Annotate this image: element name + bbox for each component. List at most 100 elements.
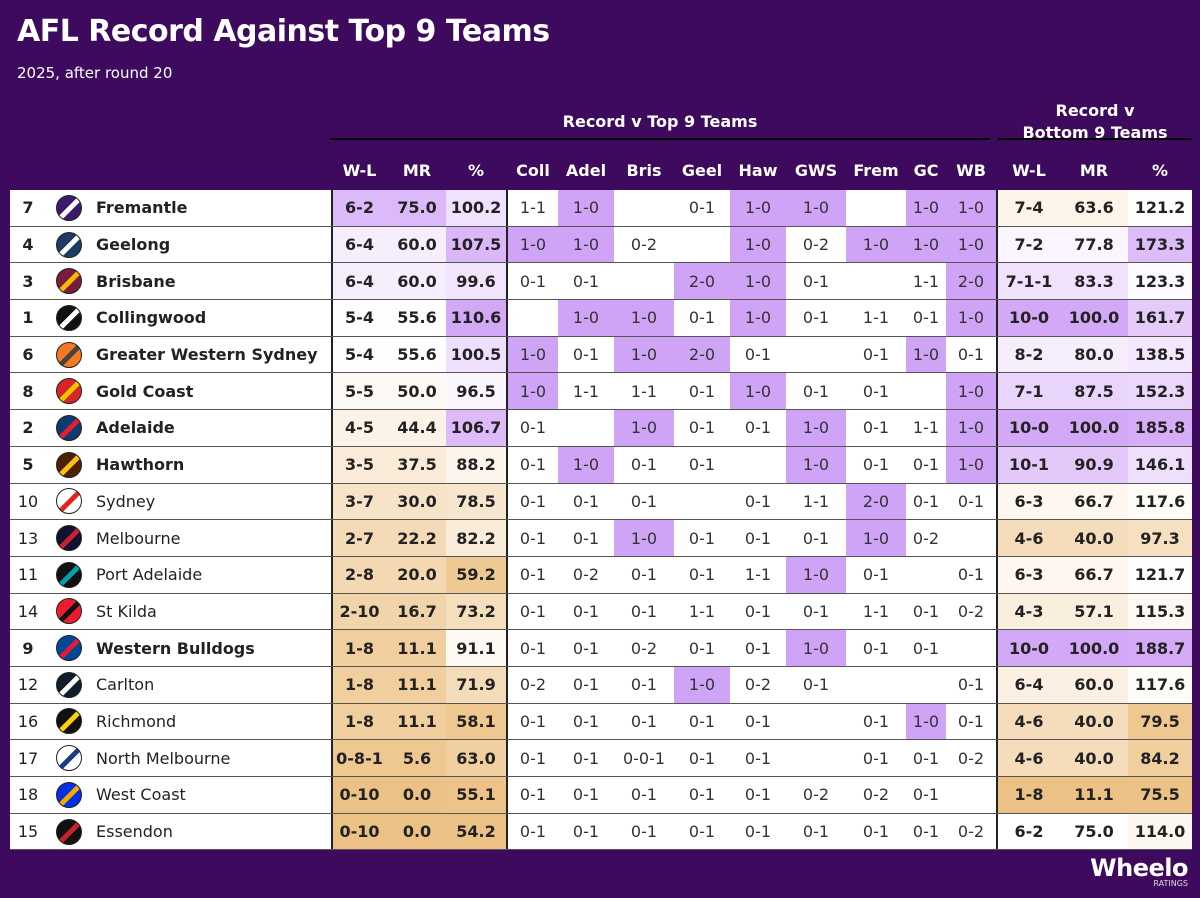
cell-h2h-coll [508,300,558,336]
team-rank: 8 [22,381,34,401]
cell-h2h-haw: 0-1 [730,740,786,776]
team-logo [52,777,86,813]
column-divider [331,593,333,630]
column-header-wl-0: W-L [342,161,377,180]
melbourne-logo [56,525,82,552]
cell-h2h-wb: 1-0 [946,410,996,446]
table-row: 3 Brisbane 6-4 60.0 99.6 0-1 0-1 2-0 1-0 0-1 1-1 2-… [10,263,1192,301]
cell-h2h-wb: 0-2 [946,740,996,776]
cell-mr: 60.0 [388,226,446,263]
cell-mr: 0.0 [388,777,446,813]
column-divider [506,410,508,446]
cell-h2h-gc: 0-1 [906,777,946,813]
cell-pct: 91.1 [446,630,506,666]
cell-bwl: 7-2 [998,226,1060,263]
team-rank: 2 [22,418,34,438]
cell-h2h-coll: 0-1 [508,777,558,813]
cell-h2h-adel: 0-1 [558,630,614,666]
team-rank: 12 [17,675,39,695]
column-divider [331,630,333,666]
cell-h2h-haw: 1-0 [730,300,786,336]
cell-h2h-frem: 0-1 [846,813,906,850]
cell-h2h-wb: 0-1 [946,666,996,703]
cell-h2h-adel: 0-1 [558,740,614,776]
cell-h2h-gws: 0-1 [786,373,846,410]
cell-h2h-gc: 1-0 [906,226,946,263]
hawthorn-logo [56,451,82,478]
cell-h2h-gws: 0-2 [786,777,846,813]
cell-h2h-coll: 0-1 [508,410,558,446]
cell-h2h-geel: 0-1 [674,190,730,226]
column-header-geel-6: Geel [681,161,723,180]
team-logo [52,263,86,299]
cell-bpct: 146.1 [1128,446,1192,483]
column-divider [331,740,333,776]
cell-h2h-bris [614,190,674,226]
team-rank: 11 [17,565,39,585]
team-logo [52,557,86,593]
cell-wl: 6-2 [331,190,388,226]
cell-h2h-frem: 0-1 [846,446,906,483]
cell-mr: 11.1 [388,630,446,666]
column-divider [331,190,333,226]
cell-pct: 63.0 [446,740,506,776]
column-divider [506,556,508,593]
cell-pct: 78.5 [446,483,506,520]
team-rank: 14 [17,601,39,621]
cell-pct: 99.6 [446,263,506,300]
team-rank: 3 [22,271,34,291]
cell-h2h-gc: 0-1 [906,300,946,336]
team-name: Adelaide [96,418,175,438]
column-divider [996,520,998,556]
team-name: Brisbane [96,271,176,291]
cell-h2h-coll: 1-0 [508,336,558,373]
cell-h2h-geel: 0-1 [674,373,730,410]
cell-mr: 37.5 [388,446,446,483]
cell-bwl: 4-6 [998,703,1060,740]
cell-h2h-frem: 1-0 [846,226,906,263]
cell-h2h-haw [730,446,786,483]
cell-h2h-wb: 2-0 [946,263,996,300]
column-divider [331,666,333,703]
cell-h2h-coll: 0-1 [508,630,558,666]
team-name: Melbourne [96,528,181,548]
cell-h2h-geel: 0-1 [674,703,730,740]
cell-h2h-haw: 0-2 [730,666,786,703]
cell-h2h-wb: 1-0 [946,190,996,226]
cell-h2h-gws: 1-0 [786,556,846,593]
cell-h2h-frem: 0-1 [846,703,906,740]
cell-pct: 82.2 [446,520,506,556]
cell-pct: 71.9 [446,666,506,703]
cell-h2h-adel: 0-1 [558,520,614,556]
cell-h2h-gc: 0-1 [906,630,946,666]
cell-h2h-bris: 0-1 [614,666,674,703]
cell-h2h-coll: 0-1 [508,483,558,520]
team-name: Sydney [96,491,156,511]
cell-h2h-geel: 0-1 [674,630,730,666]
cell-h2h-wb: 0-1 [946,336,996,373]
team-logo [52,337,86,373]
cell-bmr: 40.0 [1060,520,1128,556]
cell-wl: 5-4 [331,336,388,373]
cell-h2h-frem: 0-1 [846,373,906,410]
cell-pct: 88.2 [446,446,506,483]
cell-h2h-geel: 0-1 [674,777,730,813]
table-row: 5 Hawthorn 3-5 37.5 88.2 0-1 1-0 0-1 0-1 1-0 0-1 0-… [10,446,1192,484]
cell-h2h-geel [674,226,730,263]
column-divider [996,373,998,410]
cell-bpct: 138.5 [1128,336,1192,373]
fremantle-logo [56,194,82,221]
column-divider [506,336,508,373]
table-row: 18 West Coast 0-10 0.0 55.1 0-1 0-1 0-1 0-1 0-1 0-… [10,777,1192,814]
cell-h2h-haw: 1-0 [730,226,786,263]
cell-h2h-bris: 0-1 [614,777,674,813]
team-name: North Melbourne [96,748,231,768]
table-row: 9 Western Bulldogs 1-8 11.1 91.1 0-1 0-1 0-2 0-1… [10,630,1192,667]
table-row: 15 Essendon 0-10 0.0 54.2 0-1 0-1 0-1 0-1 0-1 0-1 0… [10,813,1192,851]
cell-h2h-frem [846,666,906,703]
cell-h2h-coll: 1-1 [508,190,558,226]
cell-h2h-haw: 1-1 [730,556,786,593]
team-logo [52,410,86,446]
cell-h2h-coll: 0-1 [508,813,558,850]
cell-wl: 5-4 [331,300,388,336]
